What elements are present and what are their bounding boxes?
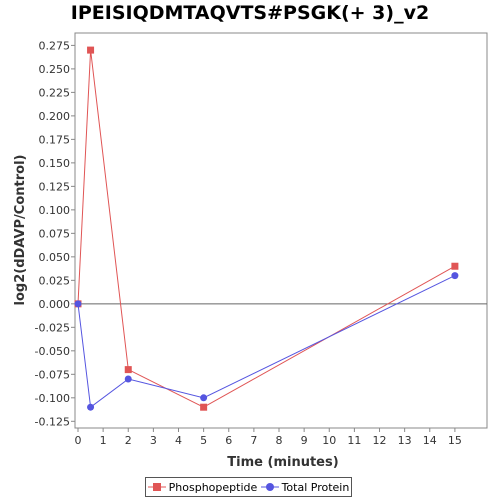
plot-area [74, 32, 488, 429]
tick-layer: -0.125 -0.100 -0.075 -0.050 -0.025 0.000 0.025… [35, 39, 462, 447]
chart-title: IPEISIQDMTAQVTS#PSGK(+ 3)_v2 [70, 2, 430, 24]
x-tick-label: 13 [398, 434, 412, 447]
y-tick-label: 0.275 [39, 39, 71, 52]
x-tick-label: 10 [322, 434, 336, 447]
data-point-phosphopeptide [87, 46, 95, 54]
y-tick-label: 0.075 [39, 227, 71, 240]
x-tick-label: 6 [225, 434, 232, 447]
y-tick-label: -0.125 [35, 415, 70, 428]
x-tick-label: 7 [250, 434, 257, 447]
x-tick-label: 5 [200, 434, 207, 447]
legend-swatch-total-protein [260, 483, 279, 491]
data-point-total-protein [451, 272, 459, 280]
legend: Phosphopeptide Total Protein [145, 477, 352, 497]
y-tick-label: 0.150 [39, 157, 71, 170]
y-tick-label: 0.250 [39, 63, 71, 76]
x-tick-label: 0 [75, 434, 82, 447]
data-point-total-protein [124, 375, 132, 383]
y-tick-label: 0.200 [39, 110, 71, 123]
y-tick-label: 0.050 [39, 251, 71, 264]
y-axis-label: log2(dDAVP/Control) [13, 155, 28, 306]
x-tick-label: 11 [347, 434, 361, 447]
legend-label-phosphopeptide: Phosphopeptide [168, 480, 258, 494]
y-tick-label: -0.025 [35, 321, 70, 334]
data-point-total-protein [74, 300, 82, 308]
x-axis-label: Time (minutes) [227, 455, 338, 470]
x-tick-label: 15 [448, 434, 462, 447]
y-tick-label: -0.075 [35, 368, 70, 381]
legend-swatch-phosphopeptide [147, 483, 166, 491]
legend-label-total-protein: Total Protein [281, 480, 350, 494]
y-tick-label: 0.125 [39, 180, 71, 193]
y-tick-label: -0.050 [35, 345, 70, 358]
data-point-phosphopeptide [124, 366, 132, 374]
series-layer [74, 46, 459, 411]
x-tick-label: 9 [301, 434, 308, 447]
x-tick-label: 14 [423, 434, 437, 447]
data-point-phosphopeptide [451, 262, 459, 270]
x-tick-label: 1 [100, 434, 107, 447]
y-tick-label: 0.225 [39, 86, 71, 99]
data-point-total-protein [87, 403, 95, 411]
y-tick-label: 0.025 [39, 274, 71, 287]
y-tick-label: 0.000 [39, 298, 71, 311]
y-tick-label: -0.100 [35, 392, 70, 405]
data-point-phosphopeptide [200, 403, 208, 411]
x-tick-label: 4 [175, 434, 182, 447]
legend-item-total-protein: Total Protein [260, 480, 350, 494]
x-tick-label: 12 [373, 434, 387, 447]
y-tick-label: 0.175 [39, 133, 71, 146]
x-tick-label: 2 [125, 434, 132, 447]
x-tick-label: 3 [150, 434, 157, 447]
legend-item-phosphopeptide: Phosphopeptide [147, 480, 258, 494]
x-tick-label: 8 [276, 434, 283, 447]
data-point-total-protein [200, 394, 208, 402]
y-tick-label: 0.100 [39, 204, 71, 217]
